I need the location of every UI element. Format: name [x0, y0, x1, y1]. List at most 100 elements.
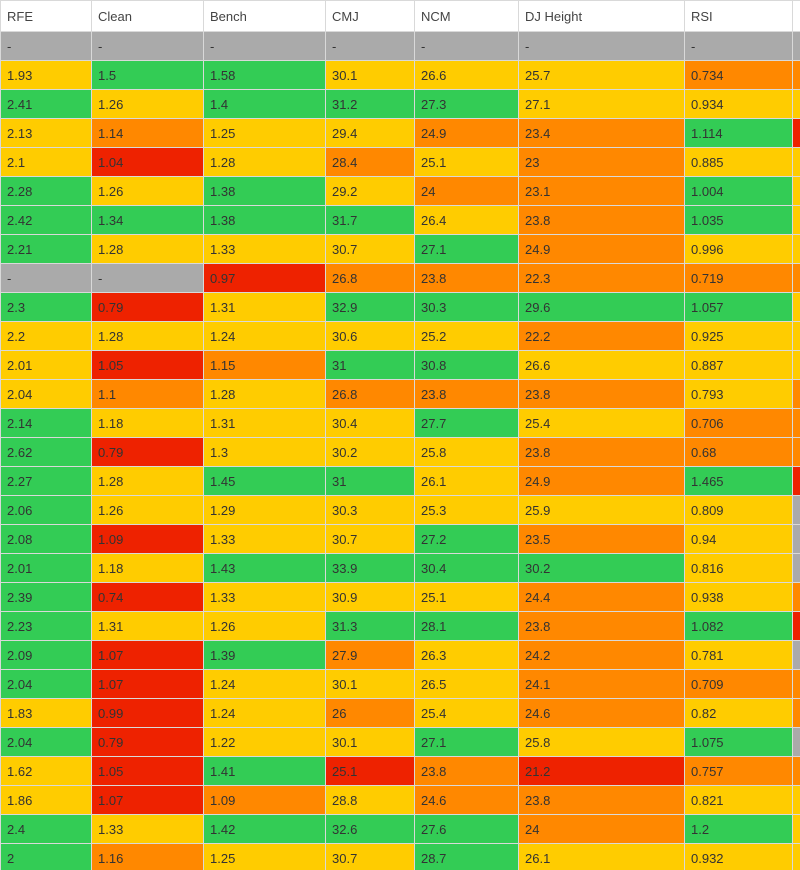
cell-cmj[interactable]: 30.7 [325, 843, 415, 870]
cell-bench[interactable]: 1.22 [203, 727, 326, 757]
cell-rsi[interactable]: 0.816 [684, 553, 793, 583]
cell-clean[interactable]: 0.74 [91, 582, 204, 612]
cell-clean[interactable]: 0.79 [91, 727, 204, 757]
cell-dj-height[interactable]: 26.1 [518, 843, 685, 870]
cell-cut-off[interactable] [792, 785, 800, 815]
cell-rsi[interactable]: 0.934 [684, 89, 793, 119]
cell-clean[interactable]: 1.33 [91, 814, 204, 844]
cell-bench[interactable]: 1.28 [203, 379, 326, 409]
cell-dj-height[interactable]: - [518, 31, 685, 61]
cell-clean[interactable]: 1.18 [91, 408, 204, 438]
cell-cut-off[interactable] [792, 263, 800, 293]
cell-rfe[interactable]: 1.86 [0, 785, 92, 815]
cell-rfe[interactable]: 1.83 [0, 698, 92, 728]
cell-bench[interactable]: 1.41 [203, 756, 326, 786]
cell-ncm[interactable]: 26.1 [414, 466, 519, 496]
cell-cmj[interactable]: 33.9 [325, 553, 415, 583]
cell-dj-height[interactable]: 24 [518, 814, 685, 844]
cell-ncm[interactable]: 25.8 [414, 437, 519, 467]
cell-clean[interactable]: 1.04 [91, 147, 204, 177]
cell-rsi[interactable]: 0.996 [684, 234, 793, 264]
cell-rfe[interactable]: 2.04 [0, 669, 92, 699]
cell-bench[interactable]: 1.31 [203, 292, 326, 322]
cell-dj-height[interactable]: 25.4 [518, 408, 685, 438]
cell-cut-off[interactable] [792, 31, 800, 61]
cell-ncm[interactable]: 30.4 [414, 553, 519, 583]
cell-ncm[interactable]: 26.5 [414, 669, 519, 699]
cell-cut-off[interactable] [792, 698, 800, 728]
cell-ncm[interactable]: 27.1 [414, 234, 519, 264]
cell-rfe[interactable]: 2.01 [0, 553, 92, 583]
cell-rfe[interactable]: 2.4 [0, 814, 92, 844]
cell-cut-off[interactable] [792, 756, 800, 786]
cell-clean[interactable]: - [91, 31, 204, 61]
cell-dj-height[interactable]: 23.8 [518, 379, 685, 409]
cell-cmj[interactable]: 30.1 [325, 727, 415, 757]
cell-rsi[interactable]: 0.887 [684, 350, 793, 380]
cell-bench[interactable]: 1.31 [203, 408, 326, 438]
cell-cut-off[interactable] [792, 379, 800, 409]
cell-bench[interactable]: - [203, 31, 326, 61]
cell-rfe[interactable]: 2.1 [0, 147, 92, 177]
cell-cut-off[interactable] [792, 814, 800, 844]
cell-dj-height[interactable]: 23.8 [518, 437, 685, 467]
cell-cut-off[interactable] [792, 234, 800, 264]
cell-ncm[interactable]: 28.1 [414, 611, 519, 641]
cell-dj-height[interactable]: 24.4 [518, 582, 685, 612]
cell-rsi[interactable]: 0.734 [684, 60, 793, 90]
cell-ncm[interactable]: 27.3 [414, 89, 519, 119]
cell-dj-height[interactable]: 25.9 [518, 495, 685, 525]
cell-ncm[interactable]: 27.1 [414, 727, 519, 757]
cell-rfe[interactable]: 2.04 [0, 727, 92, 757]
cell-rsi[interactable]: 0.938 [684, 582, 793, 612]
cell-rfe[interactable]: 1.93 [0, 60, 92, 90]
cell-dj-height[interactable]: 23.8 [518, 205, 685, 235]
cell-rfe[interactable]: - [0, 31, 92, 61]
cell-bench[interactable]: 1.42 [203, 814, 326, 844]
cell-rsi[interactable]: 0.809 [684, 495, 793, 525]
cell-cut-off[interactable] [792, 147, 800, 177]
cell-ncm[interactable]: 24.9 [414, 118, 519, 148]
cell-dj-height[interactable]: 26.6 [518, 350, 685, 380]
cell-bench[interactable]: 1.39 [203, 640, 326, 670]
cell-rsi[interactable]: 1.057 [684, 292, 793, 322]
cell-cmj[interactable]: 30.7 [325, 234, 415, 264]
cell-ncm[interactable]: 27.7 [414, 408, 519, 438]
cell-cmj[interactable]: 31.3 [325, 611, 415, 641]
cell-cmj[interactable]: 29.2 [325, 176, 415, 206]
cell-rfe[interactable]: 2.09 [0, 640, 92, 670]
cell-clean[interactable]: 1.28 [91, 234, 204, 264]
cell-cut-off[interactable] [792, 495, 800, 525]
cell-rsi[interactable]: 0.82 [684, 698, 793, 728]
cell-rfe[interactable]: 2 [0, 843, 92, 870]
cell-ncm[interactable]: 26.3 [414, 640, 519, 670]
cell-ncm[interactable]: 25.1 [414, 147, 519, 177]
cell-cmj[interactable]: 26.8 [325, 263, 415, 293]
cell-cut-off[interactable] [792, 843, 800, 870]
cell-cmj[interactable]: 32.6 [325, 814, 415, 844]
cell-bench[interactable]: 1.09 [203, 785, 326, 815]
cell-bench[interactable]: 1.43 [203, 553, 326, 583]
cell-bench[interactable]: 1.24 [203, 669, 326, 699]
cell-rsi[interactable]: - [684, 31, 793, 61]
cell-dj-height[interactable]: 25.7 [518, 60, 685, 90]
cell-cut-off[interactable] [792, 553, 800, 583]
cell-dj-height[interactable]: 23.5 [518, 524, 685, 554]
cell-rsi[interactable]: 1.465 [684, 466, 793, 496]
cell-rsi[interactable]: 0.94 [684, 524, 793, 554]
cell-rfe[interactable]: 2.08 [0, 524, 92, 554]
cell-dj-height[interactable]: 27.1 [518, 89, 685, 119]
cell-cmj[interactable]: 28.4 [325, 147, 415, 177]
cell-ncm[interactable]: 26.6 [414, 60, 519, 90]
cell-bench[interactable]: 1.29 [203, 495, 326, 525]
cell-clean[interactable]: 1.05 [91, 350, 204, 380]
cell-clean[interactable]: - [91, 263, 204, 293]
cell-clean[interactable]: 1.07 [91, 669, 204, 699]
cell-clean[interactable]: 0.99 [91, 698, 204, 728]
cell-cut-off[interactable] [792, 582, 800, 612]
cell-rsi[interactable]: 0.719 [684, 263, 793, 293]
cell-cut-off[interactable] [792, 640, 800, 670]
cell-clean[interactable]: 0.79 [91, 292, 204, 322]
cell-bench[interactable]: 1.25 [203, 843, 326, 870]
cell-cmj[interactable]: 30.4 [325, 408, 415, 438]
